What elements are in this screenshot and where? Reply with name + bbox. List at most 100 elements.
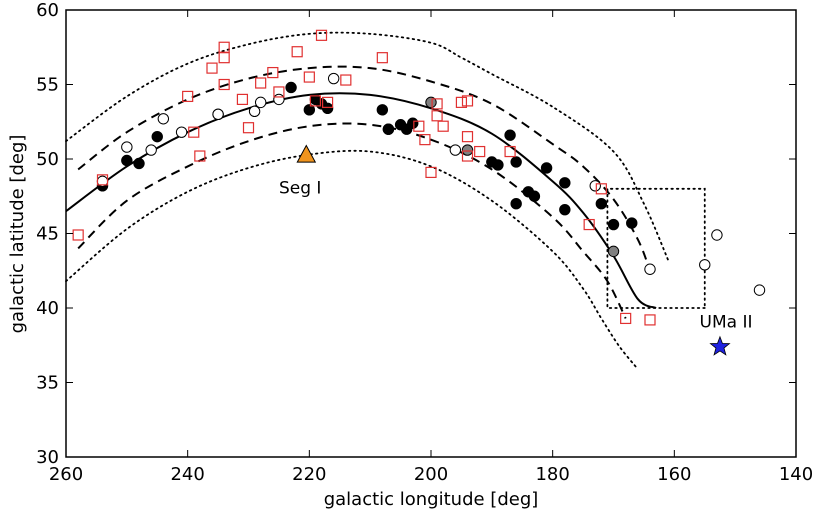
y-tick-label: 55 (36, 75, 59, 96)
point-filled-black (559, 203, 571, 216)
annotations-layer: Seg I UMa II (279, 178, 753, 332)
annotation-label: Seg I (279, 178, 321, 198)
point-open-square (504, 145, 516, 158)
curve-inner-lower (77, 122, 627, 319)
x-tick-label: 260 (49, 464, 83, 485)
point-open-square (437, 120, 449, 132)
point-open-square (255, 77, 267, 89)
point-open-circle (699, 259, 711, 271)
point-open-square (242, 122, 255, 134)
point-open-square (425, 166, 437, 179)
y-tick-label: 50 (36, 149, 59, 170)
point-filled-black (376, 104, 389, 116)
y-tick-label: 35 (36, 373, 59, 394)
point-open-square (96, 174, 109, 186)
point-open-circle (254, 96, 267, 109)
point-open-circle (449, 144, 462, 156)
point-open-square (72, 229, 84, 241)
point-open-circle (753, 284, 766, 296)
points-layer (72, 29, 766, 326)
x-tick-label: 220 (292, 464, 326, 485)
x-tick-label: 240 (170, 464, 204, 485)
y-axis-title: galactic latitude [deg] (7, 135, 28, 334)
point-open-square (413, 120, 425, 132)
point-open-circle (644, 263, 656, 275)
x-tick-label: 140 (779, 464, 813, 485)
curve-uma-ii-box (606, 187, 706, 309)
point-open-square (583, 218, 595, 231)
y-tick-label: 60 (36, 0, 59, 21)
point-open-circle (711, 229, 723, 241)
point-open-square (595, 183, 607, 195)
point-open-square (206, 62, 218, 74)
point-open-square (431, 98, 443, 110)
point-open-circle (145, 144, 157, 156)
point-open-square (273, 86, 285, 98)
point-filled-black (595, 198, 608, 210)
point-open-square (340, 74, 352, 86)
point-filled-black (528, 190, 541, 202)
point-gray (461, 144, 474, 156)
point-filled-black (382, 123, 395, 135)
point-open-square (218, 41, 230, 53)
point-open-square (644, 314, 656, 326)
special-markers-layer (296, 144, 731, 356)
point-open-square (376, 52, 388, 64)
point-open-square (267, 66, 279, 79)
annotation-label: UMa II (700, 312, 753, 332)
y-tick-label: 30 (36, 447, 59, 468)
point-open-square (461, 131, 474, 143)
x-tick-label: 200 (414, 464, 448, 485)
point-open-square (455, 96, 468, 108)
marker-seg-i (296, 144, 317, 163)
point-open-square (291, 46, 303, 58)
point-open-circle (121, 141, 133, 153)
point-filled-black (510, 198, 522, 210)
point-filled-black (285, 81, 297, 94)
point-open-square (321, 96, 334, 108)
y-tick-label: 40 (36, 298, 59, 319)
point-open-square (419, 134, 431, 146)
point-open-square (182, 90, 194, 103)
point-open-square (309, 95, 322, 107)
axis-ticks: 260 240 220 200 180 160 140 30 35 40 45 50 55 60 (36, 0, 813, 485)
point-open-square (461, 150, 474, 162)
point-filled-black (121, 154, 133, 167)
point-open-square (188, 126, 200, 138)
point-open-circle (589, 180, 601, 192)
curve-outer-lower (65, 149, 639, 370)
point-gray (607, 245, 620, 258)
point-filled-black (407, 117, 419, 129)
point-filled-black (504, 129, 516, 141)
point-open-square (303, 71, 315, 83)
point-open-circle (212, 108, 224, 121)
x-tick-label: 160 (657, 464, 691, 485)
point-open-circle (248, 105, 261, 118)
point-open-circle (327, 72, 340, 85)
point-filled-black (321, 102, 334, 115)
y-tick-label: 45 (36, 224, 59, 245)
x-tick-label: 180 (535, 464, 569, 485)
curve-outer-upper (65, 31, 670, 262)
point-open-square (218, 78, 230, 91)
point-filled-black (151, 130, 163, 143)
point-filled-black (540, 162, 553, 174)
point-open-square (461, 95, 474, 107)
point-open-square (236, 93, 249, 106)
marker-uma-ii (709, 335, 731, 356)
point-filled-black (510, 156, 522, 168)
point-open-circle (157, 113, 170, 125)
point-filled-black (626, 217, 638, 229)
point-open-square (194, 150, 206, 162)
x-axis-title: galactic longitude [deg] (324, 489, 539, 510)
curve-inner-upper (77, 65, 651, 272)
point-open-square (315, 29, 328, 41)
point-open-circle (175, 126, 188, 138)
point-filled-black (133, 157, 145, 170)
point-gray (425, 96, 437, 109)
point-open-square (620, 312, 632, 325)
point-filled-black (492, 159, 504, 171)
point-open-circle (273, 93, 285, 106)
point-filled-black (303, 104, 316, 116)
